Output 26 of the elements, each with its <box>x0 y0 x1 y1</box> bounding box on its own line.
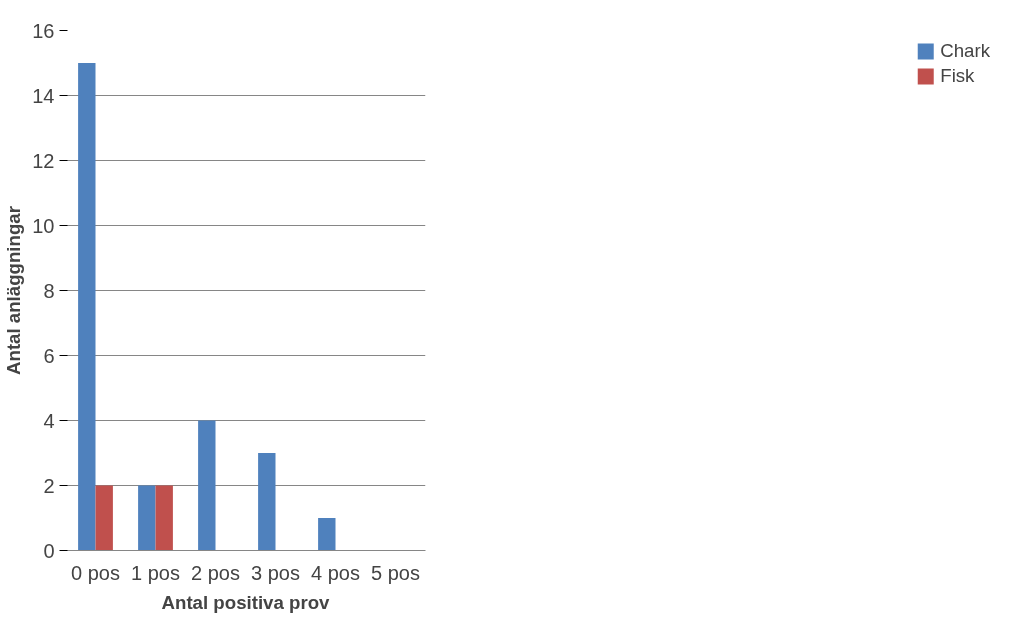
bar <box>318 518 336 551</box>
legend-label: Fisk <box>940 65 975 87</box>
bar <box>78 63 96 551</box>
x-tick-label: 1 pos <box>131 561 180 584</box>
y-tick-label: 16 <box>32 19 55 42</box>
legend-label: Chark <box>940 40 990 62</box>
x-tick-label: 3 pos <box>251 561 300 584</box>
y-tick-label: 12 <box>32 149 55 172</box>
y-axis-title: Antal anläggningar <box>3 206 25 375</box>
x-tick-label: 0 pos <box>71 561 120 584</box>
bar <box>155 485 173 551</box>
y-tick-label: 2 <box>43 474 55 497</box>
x-tick-label: 4 pos <box>311 561 360 584</box>
bar <box>258 453 276 551</box>
y-tick-label: 6 <box>43 344 55 367</box>
bar <box>95 485 113 551</box>
x-axis-title: Antal positiva prov <box>161 591 331 613</box>
y-tick-label: 8 <box>43 279 55 302</box>
y-tick-label: 10 <box>32 214 55 237</box>
bar <box>138 485 156 551</box>
bar <box>198 420 216 551</box>
y-tick-label: 4 <box>43 409 55 432</box>
x-tick-label: 5 pos <box>371 561 420 584</box>
y-tick-label: 14 <box>32 84 55 107</box>
y-tick-label: 0 <box>43 539 55 562</box>
x-tick-label: 2 pos <box>191 561 240 584</box>
